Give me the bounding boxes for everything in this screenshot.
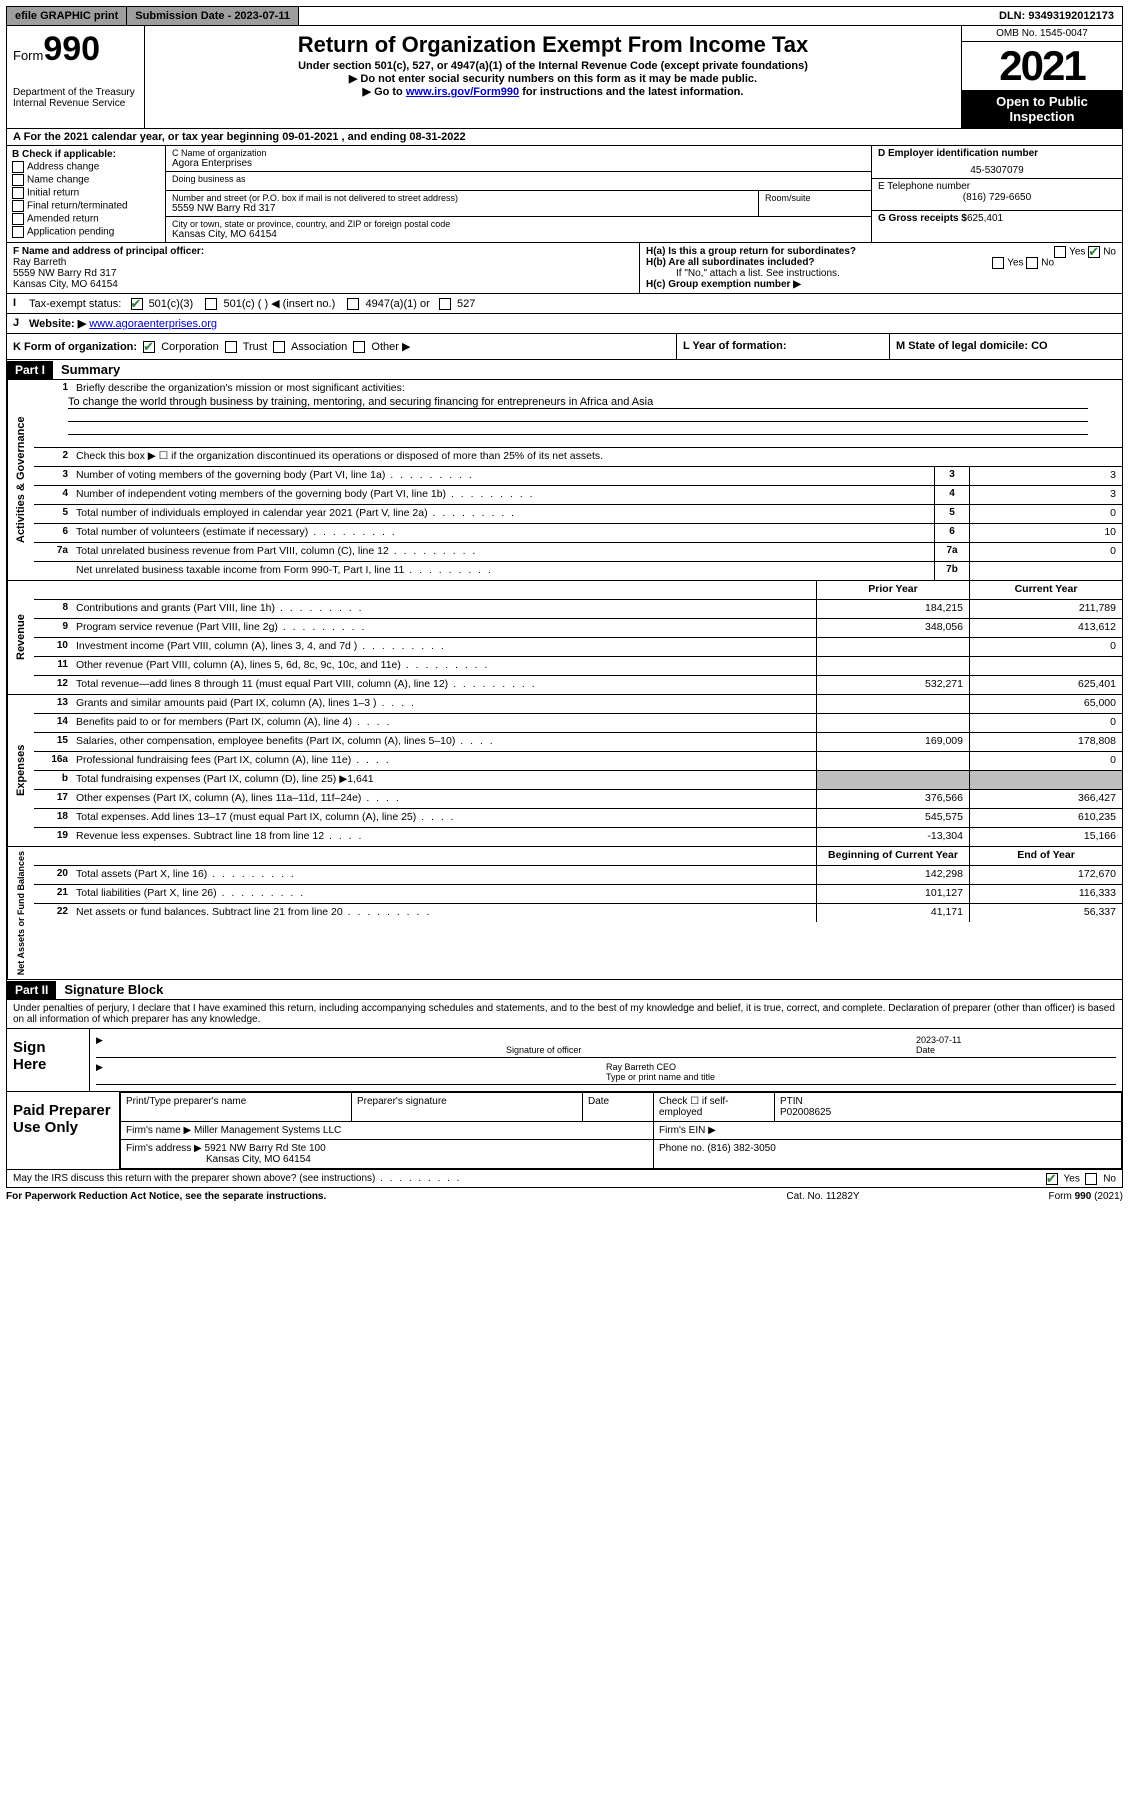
officer-name: Ray Barreth [13,257,66,268]
table-row: 15Salaries, other compensation, employee… [34,733,1122,752]
org-name: Agora Enterprises [172,158,865,169]
revenue-label: Revenue [7,581,34,694]
chk-amended-return[interactable]: Amended return [12,213,160,225]
chk-name-change[interactable]: Name change [12,174,160,186]
row-klm: K Form of organization: Corporation Trus… [6,334,1123,360]
table-row: 10Investment income (Part VIII, column (… [34,638,1122,657]
table-row: 17Other expenses (Part IX, column (A), l… [34,790,1122,809]
sig-officer-line: Signature of officer [506,1035,916,1055]
discuss-yes[interactable] [1046,1173,1058,1185]
ha-no-checkbox[interactable] [1088,246,1100,258]
page-footer: For Paperwork Reduction Act Notice, see … [6,1188,1123,1205]
section-b: B Check if applicable: Address change Na… [7,146,166,242]
ptin-value: P02008625 [780,1107,831,1118]
signature-section: Under penalties of perjury, I declare th… [6,1000,1123,1188]
expenses-section: Expenses 13Grants and similar amounts pa… [6,695,1123,847]
mission-text: To change the world through business by … [68,396,1088,409]
activities-section: Activities & Governance 1 Briefly descri… [6,380,1123,581]
table-row: 13Grants and similar amounts paid (Part … [34,695,1122,714]
dept-label: Department of the Treasury Internal Reve… [13,87,138,109]
officer-name-title: Ray Barreth CEO [606,1062,676,1072]
perjury-declaration: Under penalties of perjury, I declare th… [7,1000,1122,1028]
chk-final-return[interactable]: Final return/terminated [12,200,160,212]
table-row: 22Net assets or fund balances. Subtract … [34,904,1122,922]
table-row: 19Revenue less expenses. Subtract line 1… [34,828,1122,846]
form-title: Return of Organization Exempt From Incom… [151,32,955,58]
paid-preparer-label: Paid Preparer Use Only [7,1092,120,1169]
v4: 3 [969,486,1122,504]
org-city: Kansas City, MO 64154 [172,229,865,240]
part-ii-header: Part II Signature Block [6,980,1123,1000]
preparer-phone: (816) 382-3050 [707,1143,775,1154]
phone-value: (816) 729-6650 [878,192,1116,203]
table-row: 14Benefits paid to or for members (Part … [34,714,1122,733]
preparer-table: Print/Type preparer's name Preparer's si… [120,1092,1122,1169]
table-row: 16aProfessional fundraising fees (Part I… [34,752,1122,771]
header-sub1: Under section 501(c), 527, or 4947(a)(1)… [151,60,955,72]
gross-receipts: 625,401 [967,213,1003,224]
table-row: 18Total expenses. Add lines 13–17 (must … [34,809,1122,828]
table-row: 12Total revenue—add lines 8 through 11 (… [34,676,1122,694]
v7a: 0 [969,543,1122,561]
v6: 10 [969,524,1122,542]
room-suite: Room/suite [759,191,871,216]
part-i-header: Part I Summary [6,360,1123,380]
discuss-row: May the IRS discuss this return with the… [7,1169,1122,1187]
header-sub2: Do not enter social security numbers on … [151,72,955,85]
v5: 0 [969,505,1122,523]
instructions-link[interactable]: www.irs.gov/Form990 [406,86,519,98]
table-row: 9Program service revenue (Part VIII, lin… [34,619,1122,638]
v7b [969,562,1122,580]
row-i: I Tax-exempt status: 501(c)(3) 501(c) ( … [6,294,1123,314]
table-row: 21Total liabilities (Part X, line 26)101… [34,885,1122,904]
firm-name: Miller Management Systems LLC [194,1125,341,1136]
dln-label: DLN: 93493192012173 [991,7,1122,25]
expenses-label: Expenses [7,695,34,846]
omb-number: OMB No. 1545-0047 [962,26,1122,42]
table-row: bTotal fundraising expenses (Part IX, co… [34,771,1122,790]
header-sub3: ▶ Go to www.irs.gov/Form990 for instruct… [151,85,955,98]
netassets-label: Net Assets or Fund Balances [7,847,34,979]
chk-initial-return[interactable]: Initial return [12,187,160,199]
form-header: Form990 Department of the Treasury Inter… [6,26,1123,129]
table-row: 8Contributions and grants (Part VIII, li… [34,600,1122,619]
revenue-section: Revenue Prior YearCurrent Year 8Contribu… [6,581,1123,695]
org-address: 5559 NW Barry Rd 317 [172,203,752,214]
row-j: J Website: ▶ www.agoraenterprises.org [6,314,1123,334]
website-link[interactable]: www.agoraenterprises.org [89,318,217,330]
table-row: 11Other revenue (Part VIII, column (A), … [34,657,1122,676]
section-fh: F Name and address of principal officer:… [6,243,1123,294]
ein-value: 45-5307079 [878,165,1116,176]
open-public-badge: Open to Public Inspection [962,90,1122,128]
submission-date-button[interactable]: Submission Date - 2023-07-11 [127,7,299,25]
section-bcd: B Check if applicable: Address change Na… [6,146,1123,243]
section-c: C Name of organization Agora Enterprises… [166,146,871,242]
efile-print-button[interactable]: efile GRAPHIC print [7,7,127,25]
tax-year: 2021 [962,42,1122,90]
v3: 3 [969,467,1122,485]
firm-address: 5921 NW Barry Rd Ste 100 [205,1143,326,1154]
top-bar: efile GRAPHIC print Submission Date - 20… [6,6,1123,26]
row-a-tax-year: A For the 2021 calendar year, or tax yea… [6,129,1123,146]
form-number: Form990 [13,30,138,69]
state-domicile: M State of legal domicile: CO [889,334,1122,359]
activities-label: Activities & Governance [7,380,34,580]
table-row: 20Total assets (Part X, line 16)142,2981… [34,866,1122,885]
year-formation: L Year of formation: [676,334,889,359]
chk-address-change[interactable]: Address change [12,161,160,173]
sign-here-label: Sign Here [7,1029,90,1091]
chk-application-pending[interactable]: Application pending [12,226,160,238]
netassets-section: Net Assets or Fund Balances Beginning of… [6,847,1123,980]
section-d: D Employer identification number 45-5307… [871,146,1122,242]
chk-corporation[interactable] [143,341,155,353]
chk-501c3[interactable] [131,298,143,310]
